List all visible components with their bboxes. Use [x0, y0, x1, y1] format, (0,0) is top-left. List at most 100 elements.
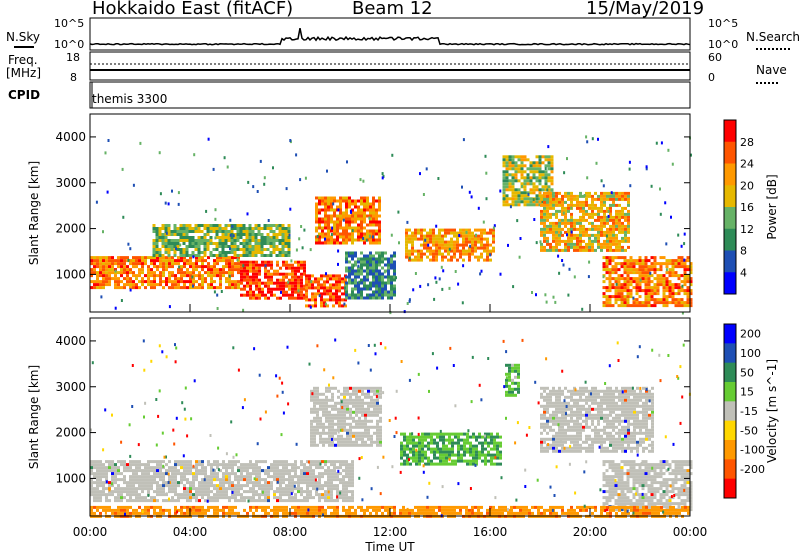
heatmap-cell [451, 432, 454, 436]
heatmap-cell [285, 463, 288, 467]
heatmap-cell [237, 490, 240, 494]
heatmap-cell [351, 211, 354, 215]
heatmap-cell [387, 266, 390, 270]
heatmap-cell [600, 227, 603, 231]
heatmap-cell [297, 296, 300, 300]
heatmap-cell [279, 481, 282, 485]
heatmap-cell [150, 283, 153, 287]
heatmap-cell [609, 248, 612, 252]
heatmap-speckle [406, 220, 409, 224]
heatmap-cell [597, 239, 600, 243]
heatmap-cell [623, 268, 627, 272]
heatmap-cell [318, 484, 321, 488]
heatmap-cell [635, 298, 639, 302]
heatmap-speckle [280, 290, 282, 294]
heatmap-cell [409, 450, 412, 454]
heatmap-cell [201, 265, 204, 269]
heatmap-cell [183, 265, 186, 269]
heatmap-cell [325, 425, 328, 429]
heatmap-cell [336, 475, 339, 479]
heatmap-cell [647, 280, 651, 284]
heatmap-cell [328, 440, 331, 444]
heatmap-cell [242, 248, 246, 251]
heatmap-cell [260, 242, 264, 245]
heatmap-cell [363, 257, 366, 261]
heatmap-cell [600, 191, 603, 195]
heatmap-cell [618, 239, 621, 243]
heatmap-cell [261, 499, 264, 503]
heatmap-cell [333, 211, 336, 215]
heatmap-cell [656, 283, 660, 287]
heatmap-cell [373, 389, 376, 393]
heatmap-cell [686, 259, 690, 263]
heatmap-cell [345, 496, 348, 500]
heatmap-cell [108, 274, 111, 278]
heatmap-cell [336, 238, 339, 242]
heatmap-cell [215, 248, 219, 251]
heatmap-cell [174, 478, 177, 482]
heatmap-cell [150, 256, 153, 260]
heatmap-cell [315, 202, 318, 206]
heatmap-cell [305, 292, 308, 296]
heatmap-cell [462, 258, 465, 262]
heatmap-cell [186, 463, 189, 467]
heatmap-cell [269, 227, 273, 230]
heatmap-cell [243, 278, 246, 282]
heatmap-cell [605, 271, 609, 275]
heatmap-cell [227, 230, 231, 233]
heatmap-cell [445, 444, 448, 448]
heatmap-cell [376, 428, 379, 432]
heatmap-cell [508, 182, 512, 186]
heatmap-cell [363, 226, 366, 230]
heatmap-cell [459, 228, 462, 232]
heatmap-speckle [267, 219, 270, 222]
heatmap-cell [442, 456, 445, 460]
heatmap-cell [210, 490, 213, 494]
heatmap-cell [426, 231, 429, 235]
heatmap-cell [132, 475, 135, 479]
heatmap-cell [369, 281, 372, 285]
heatmap-cell [258, 460, 261, 464]
heatmap-cell [576, 206, 579, 210]
heatmap-cell [258, 263, 261, 267]
heatmap-cell [312, 484, 315, 488]
heatmap-cell [201, 463, 204, 467]
heatmap-cell [266, 227, 270, 230]
heatmap-cell [435, 243, 438, 247]
heatmap-cell [171, 490, 174, 494]
heatmap-cell [340, 422, 343, 426]
heatmap-speckle [645, 167, 648, 171]
heatmap-cell [659, 268, 663, 272]
heatmap-speckle [509, 205, 512, 209]
heatmap-cell [405, 237, 408, 241]
heatmap-cell [197, 248, 201, 251]
heatmap-cell [126, 256, 129, 260]
heatmap-cell [403, 450, 406, 454]
heatmap-cell [435, 252, 438, 256]
heatmap-cell [526, 179, 530, 183]
heatmap-cell [505, 378, 508, 382]
heatmap-cell [543, 218, 546, 222]
heatmap-cell [162, 262, 165, 266]
heatmap-cell [411, 258, 414, 262]
velocity-heatmap [90, 338, 693, 518]
heatmap-cell [278, 239, 282, 242]
heatmap-cell [430, 435, 433, 439]
heatmap-cell [171, 481, 174, 485]
heatmap-cell [322, 404, 325, 408]
heatmap-speckle [398, 241, 400, 245]
heatmap-cell [273, 478, 276, 482]
heatmap-cell [615, 242, 618, 246]
heatmap-cell [258, 293, 261, 297]
heatmap-cell [415, 459, 418, 463]
heatmap-cell [102, 466, 105, 470]
heatmap-cell [608, 277, 612, 281]
heatmap-cell [626, 283, 630, 287]
heatmap-cell [626, 304, 630, 308]
heatmap-cell [603, 224, 606, 228]
heatmap-cell [591, 194, 594, 198]
heatmap-cell [254, 242, 258, 245]
heatmap-cell [376, 410, 379, 414]
heatmap-cell [171, 259, 174, 263]
heatmap-cell [624, 197, 627, 201]
